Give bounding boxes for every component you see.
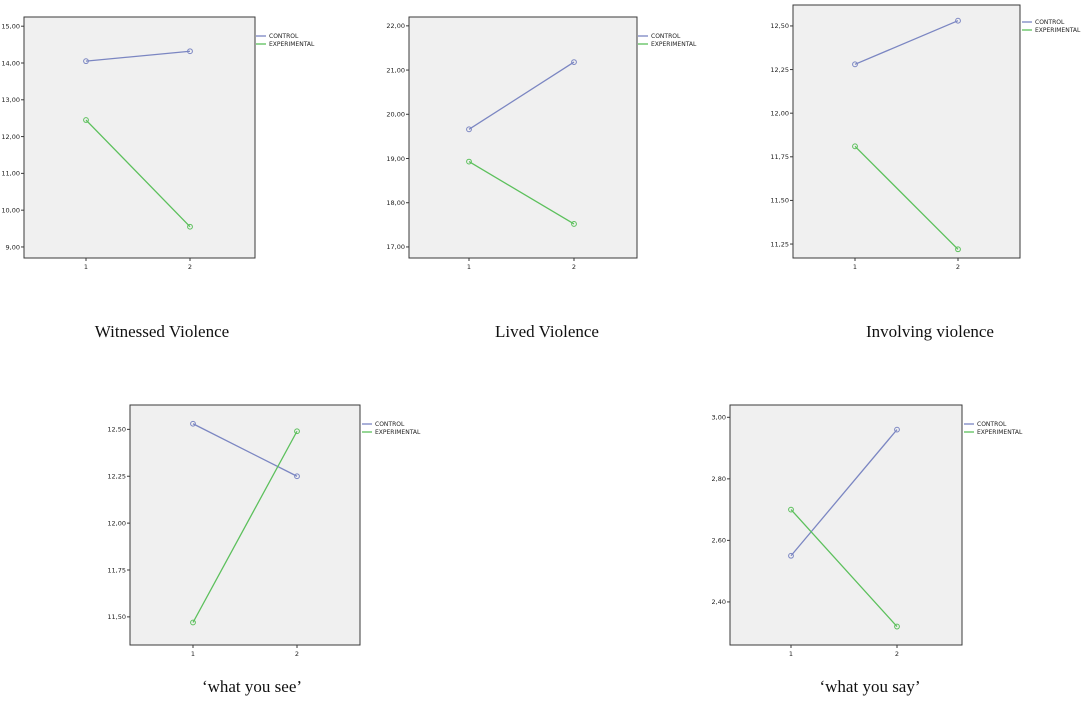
y-tick-label: 12,25 xyxy=(770,66,789,74)
series-line-experimental xyxy=(192,430,298,623)
series-line-control xyxy=(790,429,898,557)
x-tick-label: 1 xyxy=(789,650,793,658)
y-tick-label: 18,00 xyxy=(386,199,405,207)
y-tick-label: 20,00 xyxy=(386,111,405,119)
x-tick-label: 2 xyxy=(188,263,192,271)
x-tick-label: 2 xyxy=(572,263,576,271)
data-point-control xyxy=(187,48,193,55)
data-point-control xyxy=(788,552,794,559)
x-tick-label: 1 xyxy=(84,263,88,271)
y-tick-label: 11,25 xyxy=(770,240,789,248)
legend-label: EXPERIMENTAL xyxy=(651,41,697,48)
data-point-control xyxy=(955,17,961,24)
series-line-control xyxy=(854,20,959,65)
data-point-experimental xyxy=(571,221,577,227)
y-tick-label: 13,00 xyxy=(1,96,20,104)
series-line-experimental xyxy=(468,161,575,225)
x-tick-label: 1 xyxy=(853,263,857,271)
legend-label: EXPERIMENTAL xyxy=(977,429,1023,436)
data-point-control xyxy=(294,473,300,480)
y-tick-label: 3,00 xyxy=(712,414,726,422)
plot-area xyxy=(408,16,638,259)
x-tick-label: 2 xyxy=(895,650,899,658)
data-point-experimental xyxy=(294,428,300,435)
x-tick-label: 2 xyxy=(295,650,299,658)
y-tick-label: 12,25 xyxy=(107,473,126,481)
chart-panel-3: 11,25 11,50 11,75 12,00 12,25 12,50 1 2 CONTROLE… xyxy=(770,4,1081,341)
plot-area xyxy=(129,404,361,646)
data-point-control xyxy=(571,59,577,66)
chart-caption: Witnessed Violence xyxy=(95,322,229,341)
legend-label: CONTROL xyxy=(1035,19,1065,26)
y-tick-label: 14,00 xyxy=(1,59,20,67)
data-point-control xyxy=(466,126,472,133)
plot-area xyxy=(792,4,1021,259)
y-tick-label: 12,50 xyxy=(770,22,789,30)
chart-caption: Lived Violence xyxy=(495,322,599,341)
y-tick-label: 11,50 xyxy=(770,197,789,205)
y-tick-label: 11,75 xyxy=(770,153,789,161)
data-point-experimental xyxy=(852,143,858,150)
y-tick-label: 11,75 xyxy=(107,566,126,574)
legend-label: CONTROL xyxy=(977,421,1007,428)
y-tick-label: 9,00 xyxy=(6,243,20,251)
legend-label: EXPERIMENTAL xyxy=(1035,27,1081,34)
chart-panel-4: 11,50 11,75 12,00 12,25 12,50 1 2 CONTROLEXPERI… xyxy=(107,404,421,696)
data-point-experimental xyxy=(788,506,794,513)
y-tick-label: 12,00 xyxy=(1,133,20,141)
y-tick-label: 19,00 xyxy=(386,155,405,163)
data-point-control xyxy=(852,61,858,68)
legend-label: CONTROL xyxy=(269,33,299,40)
legend-label: CONTROL xyxy=(651,33,681,40)
chart-caption: ‘what you say’ xyxy=(819,677,920,696)
plot-area xyxy=(23,16,256,259)
legend-label: EXPERIMENTAL xyxy=(269,41,315,48)
y-tick-label: 12,00 xyxy=(770,109,789,117)
data-point-experimental xyxy=(187,223,193,230)
data-point-experimental xyxy=(894,623,900,630)
y-tick-label: 11,00 xyxy=(1,170,20,178)
chart-caption: ‘what you see’ xyxy=(202,677,302,696)
y-tick-label: 11,50 xyxy=(107,613,126,621)
chart-panel-2: 17,00 18,00 19,00 20,00 21,00 22,00 1 2 CONTROLE… xyxy=(386,16,697,341)
x-tick-label: 1 xyxy=(467,263,471,271)
series-line-control xyxy=(468,61,575,130)
data-point-experimental xyxy=(955,246,961,253)
y-tick-label: 15,00 xyxy=(1,22,20,30)
y-tick-label: 22,00 xyxy=(386,22,405,30)
data-point-experimental xyxy=(466,158,472,165)
x-tick-label: 2 xyxy=(956,263,960,271)
y-tick-label: 2,40 xyxy=(712,598,726,606)
series-line-experimental xyxy=(85,119,191,228)
y-tick-label: 12,50 xyxy=(107,426,126,434)
series-line-experimental xyxy=(790,509,898,627)
plot-area xyxy=(729,404,963,646)
y-tick-label: 12,00 xyxy=(107,519,126,527)
series-line-control xyxy=(192,423,298,477)
series-line-experimental xyxy=(854,145,959,250)
x-tick-label: 1 xyxy=(191,650,195,658)
chart-panel-1: 9,00 10,00 11,00 12,00 13,00 14,00 15,00 1 2 CONT… xyxy=(1,16,315,341)
y-tick-label: 17,00 xyxy=(386,243,405,251)
data-point-control xyxy=(83,58,89,65)
y-tick-label: 2,60 xyxy=(712,537,726,545)
data-point-control xyxy=(894,426,900,433)
legend-label: CONTROL xyxy=(375,421,405,428)
y-tick-label: 10,00 xyxy=(1,206,20,214)
chart-caption: Involving violence xyxy=(866,322,994,341)
y-tick-label: 2,80 xyxy=(712,475,726,483)
y-tick-label: 21,00 xyxy=(386,66,405,74)
data-point-experimental xyxy=(190,619,196,626)
data-point-experimental xyxy=(83,117,89,123)
legend-label: EXPERIMENTAL xyxy=(375,429,421,436)
data-point-control xyxy=(190,420,196,427)
series-line-control xyxy=(85,50,191,62)
